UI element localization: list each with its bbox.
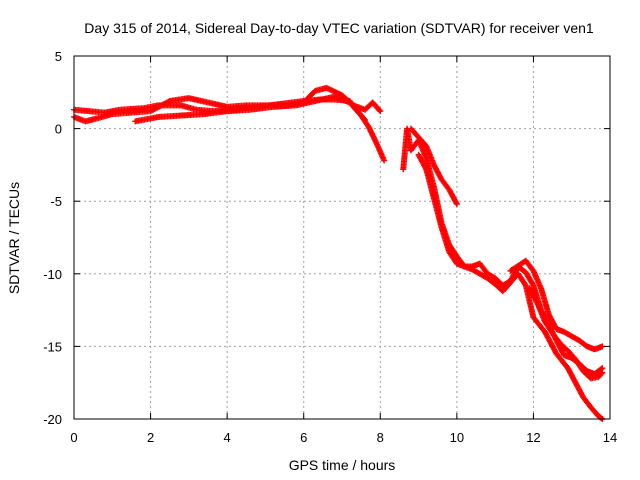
- x-tick-label: 12: [526, 430, 540, 445]
- x-tick-label: 6: [300, 430, 307, 445]
- data-point: [598, 370, 605, 377]
- series-track-g: [507, 257, 606, 353]
- data-point: [361, 115, 368, 122]
- series-track-c: [132, 93, 368, 125]
- x-axis-label: GPS time / hours: [289, 457, 396, 473]
- plot-frame: [73, 55, 611, 420]
- data-point: [377, 108, 384, 115]
- x-tick-label: 4: [224, 430, 231, 445]
- x-tick-label: 10: [450, 430, 464, 445]
- series-track-f: [415, 151, 606, 422]
- data-point: [599, 369, 606, 376]
- y-axis-label: SDTVAR / TECUs: [6, 182, 22, 294]
- y-tick-label: -5: [50, 194, 62, 209]
- axis-layer: 0 2 4 6 8 10 12 14 5 0 -5 -10 -15 -20: [43, 49, 617, 445]
- data-point: [361, 116, 368, 123]
- y-tick-label: -20: [43, 412, 62, 427]
- x-tick-label: 2: [147, 430, 154, 445]
- data-layer: [71, 84, 606, 422]
- data-point: [453, 201, 460, 208]
- data-point: [381, 157, 388, 164]
- data-point: [521, 281, 528, 288]
- series-track-e: [407, 125, 460, 208]
- chart-title: Day 315 of 2014, Sidereal Day-to-day VTE…: [84, 20, 594, 36]
- x-tick-label: 0: [70, 430, 77, 445]
- y-tick-label: 0: [55, 122, 62, 137]
- x-tick-label: 14: [603, 430, 617, 445]
- y-tick-label: 5: [55, 49, 62, 64]
- x-tick-label: 8: [377, 430, 384, 445]
- data-point: [598, 415, 605, 422]
- y-tick-label: -10: [43, 267, 62, 282]
- series-track-h: [526, 285, 606, 382]
- series-track-a: [71, 84, 384, 125]
- data-point: [376, 107, 383, 114]
- y-tick-label: -15: [43, 339, 62, 354]
